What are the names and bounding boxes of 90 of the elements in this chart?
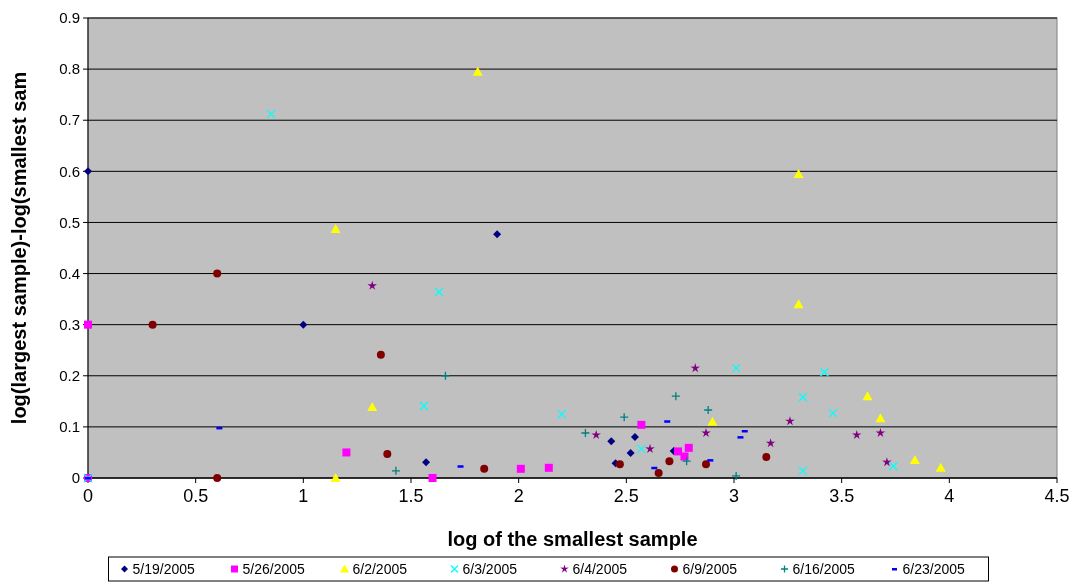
point [591,430,601,440]
point [557,409,567,419]
legend-label: 5/26/2005 [242,560,305,577]
y-tick-label: 0.8 [59,60,80,78]
x-tick-label: 0 [82,486,94,506]
x-tick-label: 1.5 [398,486,424,506]
y-tick-label: 0.5 [59,213,80,231]
x-tick-label: 2.5 [613,486,639,506]
point [266,109,276,119]
y-tick-label: 0.3 [59,315,80,333]
point [798,392,808,402]
x-tick-label: 1 [298,486,309,506]
point [480,464,489,473]
point [793,168,804,178]
point [785,416,795,426]
point [615,460,624,469]
point [580,428,591,438]
point [434,287,444,297]
point [330,224,341,234]
point [422,458,431,467]
point [828,408,838,418]
point [148,320,157,329]
point [765,438,776,448]
y-tick-label: 0.4 [59,264,80,282]
point [472,66,483,76]
point [875,413,886,423]
point [681,456,692,466]
point [367,401,378,411]
point [882,457,892,467]
legend-label: 6/2/2005 [352,560,408,577]
x-tick-label: 4 [944,486,955,506]
point [731,471,741,481]
y-tick-label: 0 [71,469,80,487]
point [607,437,616,446]
point [428,474,437,482]
legend-label: 6/9/2005 [682,560,738,577]
point [684,443,693,452]
point [909,455,920,465]
x-axis-title: log of the smallest sample [447,528,698,550]
point [516,464,525,473]
point [703,405,713,415]
legend-label: 6/4/2005 [572,560,628,577]
point [636,444,647,454]
x-tick-label: 2 [513,486,524,506]
point [213,269,222,278]
legend-label: 6/3/2005 [462,560,518,577]
y-tick-label: 0.2 [59,367,80,385]
point [419,401,429,411]
point [630,433,639,442]
point [645,443,655,453]
legend-label: 6/16/2005 [792,560,855,577]
point [862,391,873,401]
point [391,466,401,476]
point [330,473,341,482]
point [299,320,308,329]
point [888,461,898,471]
y-tick-label: 0.9 [59,9,80,27]
x-tick-label: 0.5 [183,486,209,506]
y-tick-label: 0.6 [59,162,80,180]
point [383,449,392,458]
point [665,457,674,466]
x-tick-label: 3.5 [829,486,855,506]
point [875,428,886,438]
point [213,474,222,482]
point [342,448,351,457]
point [707,416,718,426]
point [819,367,830,377]
point [493,230,502,239]
point [376,350,385,359]
x-tick-label: 4.5 [1044,486,1070,506]
point [702,460,711,469]
y-axis-title: log(largest sample)-log(smallest sam [8,71,30,425]
point [793,299,804,309]
point [367,280,377,290]
point [674,447,683,456]
point [544,463,553,472]
point [637,420,646,429]
point [671,391,681,401]
point [701,428,711,438]
point [626,448,635,457]
x-tick-label: 3 [728,486,740,506]
point [762,453,771,462]
point [731,363,741,373]
legend-label: 6/23/2005 [902,560,965,577]
point [654,468,663,477]
point [798,466,808,476]
y-tick-label: 0.1 [59,418,80,436]
point [935,462,946,472]
y-tick-label: 0.7 [59,111,80,129]
legend-label: 5/19/2005 [132,560,195,577]
